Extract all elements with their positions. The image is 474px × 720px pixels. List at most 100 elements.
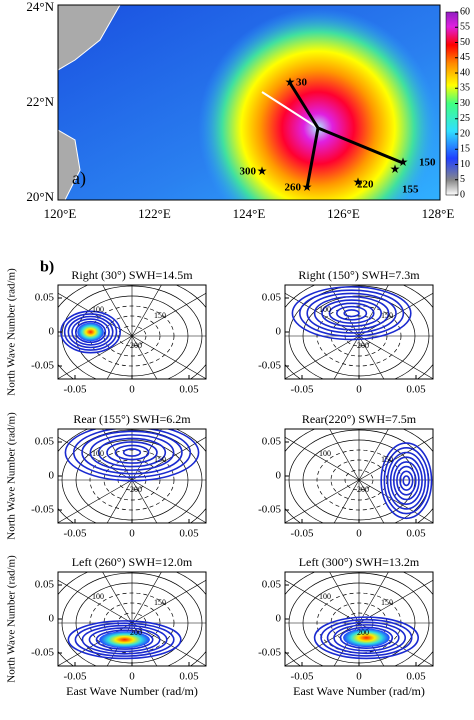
direction-line: [358, 436, 433, 481]
energy-contour: [306, 292, 397, 334]
energy-contour: [380, 442, 433, 520]
direction-line: [285, 436, 360, 481]
x-axis-label: East Wave Number (rad/m): [66, 684, 198, 698]
lon-tick-label: 124°E: [233, 206, 266, 221]
x-tick-label: 0.05: [179, 384, 199, 396]
direction-line: [285, 479, 360, 523]
direction-line: [131, 479, 206, 523]
lon-tick-label: 126°E: [327, 206, 360, 221]
direction-line: [58, 335, 133, 379]
lat-tick-label: 22°N: [26, 94, 54, 109]
energy-contour: [67, 620, 182, 660]
x-tick-label: 0.05: [406, 528, 426, 540]
map: [58, 5, 440, 200]
y-tick-label: -0.05: [258, 647, 281, 659]
contour-label: 100: [319, 305, 331, 314]
y-tick-label: 0.05: [35, 292, 55, 304]
direction-line: [58, 579, 133, 624]
energy-contour: [106, 441, 158, 464]
y-tick-label: 0: [49, 613, 55, 625]
direction-line: [102, 572, 133, 624]
x-tick-label: -0.05: [291, 384, 314, 396]
direction-line: [358, 479, 385, 523]
energy-contour: [71, 318, 110, 346]
contour-label: 200: [130, 628, 142, 637]
star: ★: [285, 75, 296, 89]
energy-contour: [336, 305, 368, 321]
energy-contour: [326, 621, 407, 655]
y-tick-label: 0.05: [262, 436, 282, 448]
colorbar-tick-label: 30: [460, 98, 470, 109]
lon-tick-label: 128°E: [422, 206, 455, 221]
panel-label: a): [72, 168, 86, 189]
panel-label: b): [40, 259, 54, 276]
x-tick-label: 0.05: [179, 528, 199, 540]
direction-line: [358, 579, 433, 624]
x-tick-label: -0.05: [291, 671, 314, 683]
energy-contour: [291, 286, 412, 341]
energy-contour: [339, 626, 394, 649]
y-tick-label: 0.05: [262, 579, 282, 591]
x-tick-label: -0.05: [291, 528, 314, 540]
direction-line: [358, 479, 433, 523]
direction-line: [329, 429, 360, 481]
contour-label: 200: [357, 485, 369, 494]
contour-label: 100: [319, 592, 331, 601]
y-tick-label: 0: [276, 470, 282, 482]
colorbar-tick-label: 50: [460, 37, 470, 48]
panel-title: Left (300°) SWH=13.2m: [299, 555, 420, 569]
energy-contour: [81, 624, 168, 655]
transect: [305, 127, 320, 189]
x-tick-label: 0: [356, 528, 362, 540]
y-tick-label: 0: [49, 470, 55, 482]
point-label: 30: [296, 77, 308, 89]
colorbar-tick-label: 10: [460, 159, 470, 170]
energy-contour: [88, 627, 161, 653]
colorbar-tick-label: 60: [460, 6, 470, 17]
contour-label: 150: [154, 455, 166, 464]
contour-label: 150: [154, 598, 166, 607]
energy-contour: [396, 465, 417, 496]
spectrum-panel: 100 150 200: [58, 285, 206, 379]
y-tick-label: 0.05: [262, 292, 282, 304]
y-tick-label: -0.05: [258, 360, 281, 372]
y-tick-label: 0: [276, 613, 282, 625]
direction-line: [106, 479, 133, 523]
y-tick-label: -0.05: [31, 647, 54, 659]
energy-contour: [95, 629, 154, 650]
colorbar-tick-label: 55: [460, 22, 470, 33]
panel-title: Right (30°) SWH=14.5m: [71, 268, 193, 282]
y-tick-label: -0.05: [31, 360, 54, 372]
energy-contour: [313, 616, 420, 660]
y-tick-label: -0.05: [258, 504, 281, 516]
contour-label: 150: [381, 455, 393, 464]
energy-contour: [399, 470, 414, 491]
y-tick-label: 0.05: [35, 579, 55, 591]
direction-line: [329, 572, 360, 624]
x-tick-label: 0.05: [406, 384, 426, 396]
panel-title: Left (260°) SWH=12.0m: [72, 555, 193, 569]
colorbar-tick-label: 5: [460, 174, 465, 185]
energy-contour: [392, 461, 420, 501]
panel-title: Rear (155°) SWH=6.2m: [73, 412, 191, 426]
point-label: 150: [419, 157, 436, 169]
contour-label: 200: [130, 485, 142, 494]
spectrum-panel: 100 150 200: [58, 572, 206, 666]
energy-peak: [77, 322, 104, 342]
energy-contour: [81, 430, 183, 475]
contour-label: 200: [357, 341, 369, 350]
energy-contour: [299, 289, 405, 338]
spectrum-panel: 100 150 200: [58, 429, 206, 523]
colorbar-tick-label: 45: [460, 52, 470, 63]
x-tick-label: 0.05: [406, 671, 426, 683]
x-tick-label: -0.05: [64, 528, 87, 540]
colorbar-tick-label: 15: [460, 144, 470, 155]
energy-contour: [402, 475, 411, 487]
energy-contour: [97, 437, 167, 468]
star: ★: [257, 164, 268, 178]
x-axis-label: East Wave Number (rad/m): [293, 684, 425, 698]
direction-line: [131, 335, 206, 379]
energy-contour: [64, 429, 200, 482]
energy-contour: [343, 309, 360, 318]
